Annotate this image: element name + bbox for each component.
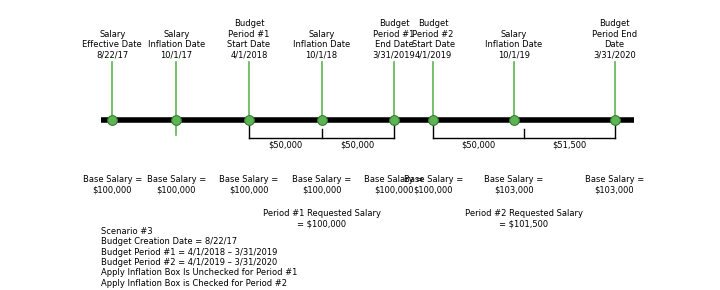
Text: Base Salary =
$100,000: Base Salary = $100,000 [83, 175, 142, 195]
Text: Salary
Effective Date
8/22/17: Salary Effective Date 8/22/17 [83, 30, 142, 59]
Text: Base Salary =
$100,000: Base Salary = $100,000 [292, 175, 351, 195]
Text: Budget
Period End
Date
3/31/2020: Budget Period End Date 3/31/2020 [592, 19, 637, 59]
Text: Salary
Inflation Date
10/1/19: Salary Inflation Date 10/1/19 [485, 30, 543, 59]
Text: Budget
Period #1
Start Date
4/1/2018: Budget Period #1 Start Date 4/1/2018 [228, 19, 271, 59]
Text: Base Salary =
$100,000: Base Salary = $100,000 [147, 175, 206, 195]
Text: Base Salary =
$100,000: Base Salary = $100,000 [220, 175, 279, 195]
Text: Salary
Inflation Date
10/1/17: Salary Inflation Date 10/1/17 [148, 30, 205, 59]
Text: Budget
Period #2
Start Date
4/1/2019: Budget Period #2 Start Date 4/1/2019 [412, 19, 455, 59]
Text: $50,000: $50,000 [341, 141, 375, 150]
Text: Base Salary =
$103,000: Base Salary = $103,000 [485, 175, 544, 195]
Text: Scenario #3
Budget Creation Date = 8/22/17
Budget Period #1 = 4/1/2018 – 3/31/20: Scenario #3 Budget Creation Date = 8/22/… [101, 227, 297, 288]
Text: Base Salary =
$100,000: Base Salary = $100,000 [403, 175, 463, 195]
Text: Period #2 Requested Salary
= $101,500: Period #2 Requested Salary = $101,500 [465, 209, 583, 228]
Text: Budget
Period #1
End Date
3/31/2019: Budget Period #1 End Date 3/31/2019 [373, 19, 415, 59]
Text: Base Salary =
$103,000: Base Salary = $103,000 [585, 175, 644, 195]
Text: $50,000: $50,000 [268, 141, 302, 150]
Text: Base Salary =
$100,000: Base Salary = $100,000 [364, 175, 424, 195]
Text: Salary
Inflation Date
10/1/18: Salary Inflation Date 10/1/18 [293, 30, 350, 59]
Text: $51,500: $51,500 [552, 141, 586, 150]
Text: $50,000: $50,000 [462, 141, 495, 150]
Text: Period #1 Requested Salary
= $100,000: Period #1 Requested Salary = $100,000 [263, 209, 381, 228]
